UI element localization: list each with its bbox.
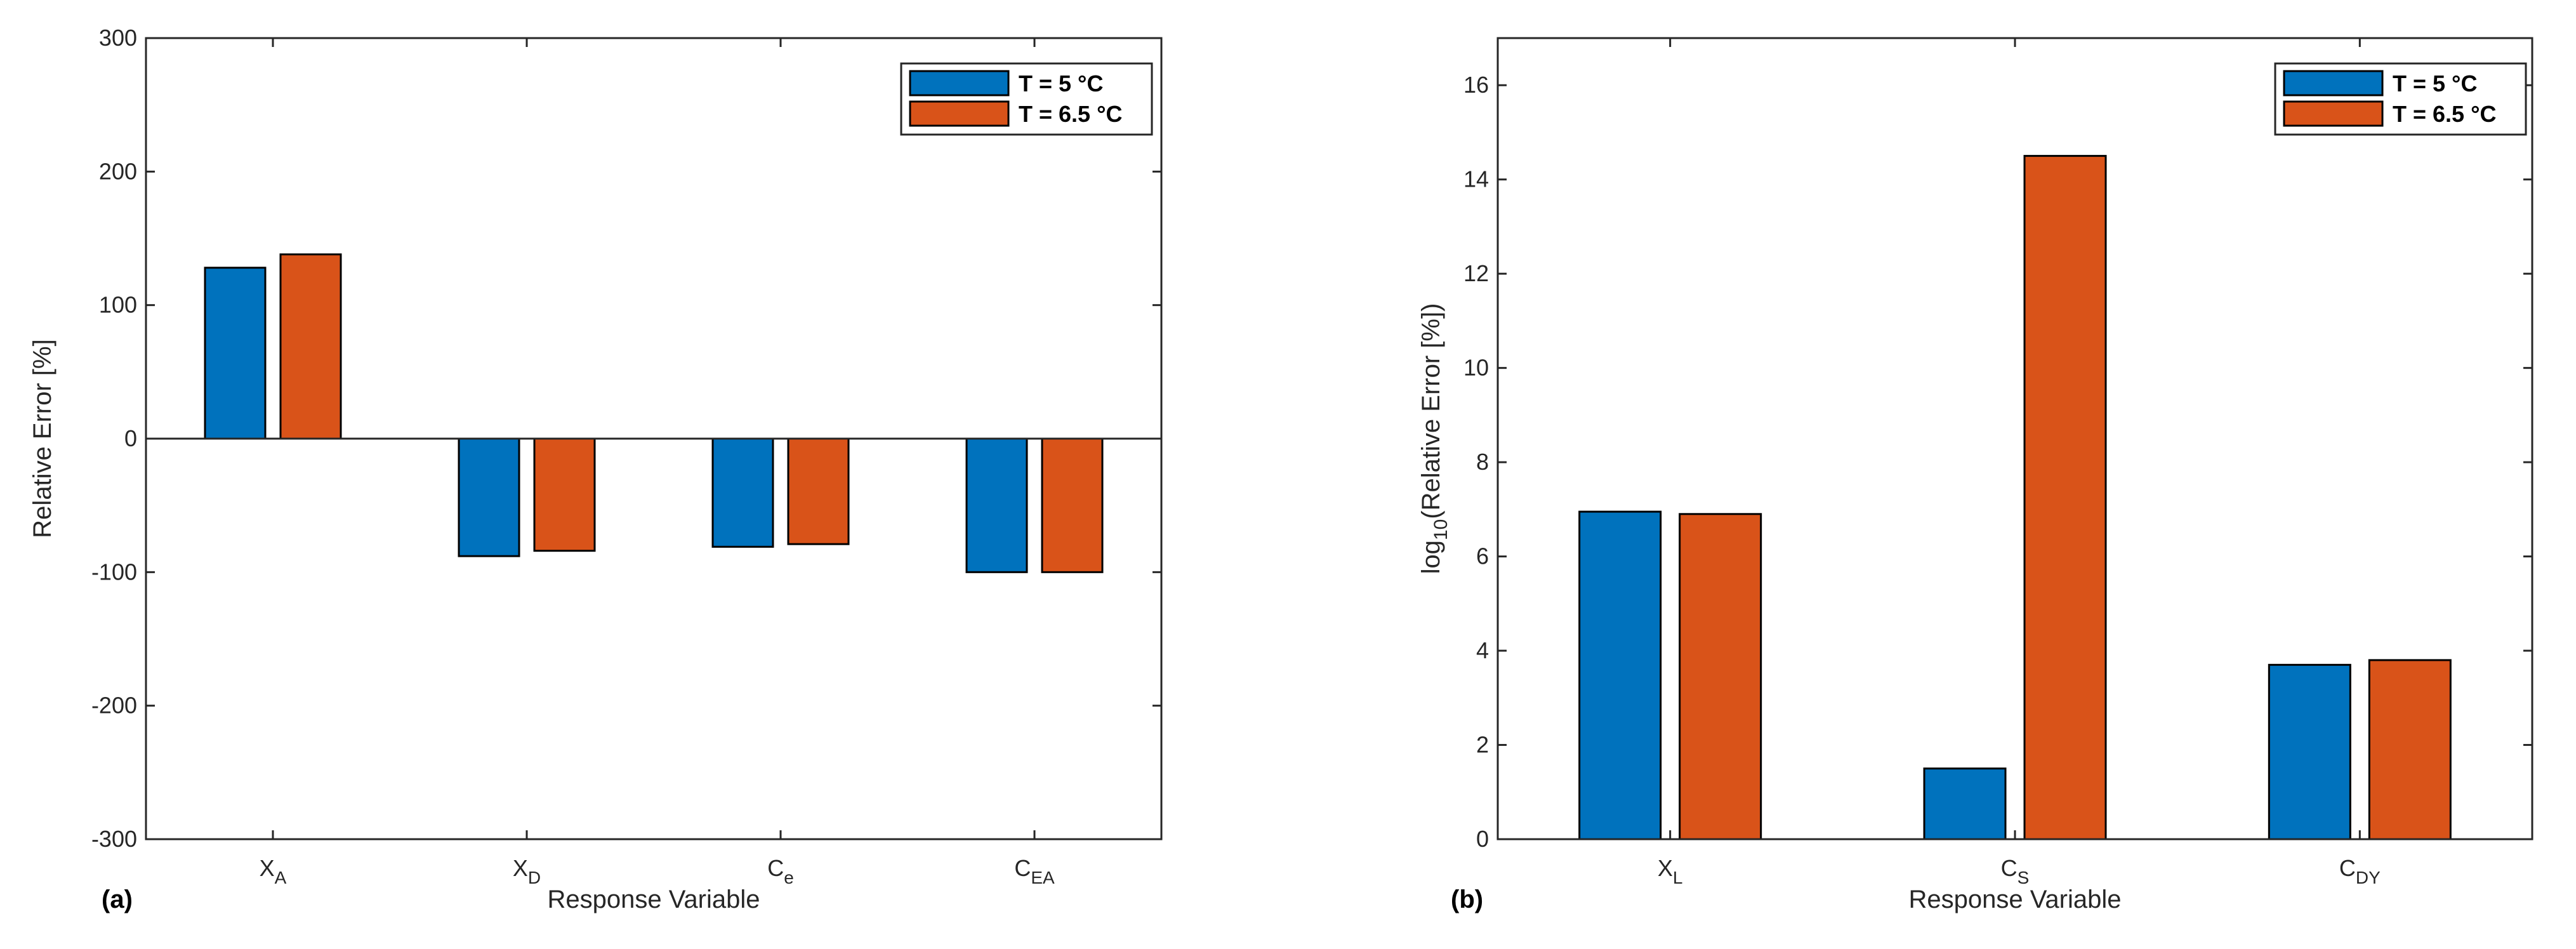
legend-swatch-b-1 xyxy=(2283,70,2384,96)
bar-a-1-4 xyxy=(965,437,1028,573)
chart-panel-b: 0 2 4 6 8 10 12 14 16 XL CS CDY log10(Relative Err… xyxy=(1417,37,2533,913)
x-tick-label-b-2: CDY xyxy=(2339,855,2381,887)
bar-a-1-1 xyxy=(204,267,267,440)
legend-swatch-a-2 xyxy=(909,100,1010,127)
bar-a-1-3 xyxy=(711,437,774,548)
y-tick-label-b-1: 2 xyxy=(1476,732,1489,758)
y-tick-label-a-1: -200 xyxy=(91,693,137,719)
y-tick-label-b-8: 16 xyxy=(1463,72,1489,98)
bar-b-1-1 xyxy=(1578,510,1662,840)
legend-label-b-2: T = 6.5 °C xyxy=(2393,101,2496,127)
y-tick-label-b-7: 14 xyxy=(1463,166,1489,192)
x-tick-label-a-2: Ce xyxy=(767,855,794,887)
x-axis-label-panel-a: Response Variable xyxy=(547,886,760,913)
x-tick-label-a-3: CEA xyxy=(1014,855,1055,887)
y-ticks-panel-a: -300 -200 -100 0 100 200 300 xyxy=(91,25,1161,852)
y-tick-label-a-6: 300 xyxy=(99,25,137,51)
y-tick-label-b-2: 4 xyxy=(1476,637,1489,663)
x-ticks-panel-b: XL CS CDY xyxy=(1658,38,2381,887)
legend-swatch-b-2 xyxy=(2283,100,2384,127)
y-tick-label-b-6: 12 xyxy=(1463,260,1489,286)
y-tick-label-a-0: -300 xyxy=(91,826,137,852)
x-tick-label-b-1: CS xyxy=(2001,855,2030,887)
legend-swatch-a-1 xyxy=(909,70,1010,96)
bar-b-1-3 xyxy=(2268,663,2351,840)
bar-b-2-2 xyxy=(2023,155,2107,840)
y-axis-label-panel-a: Relative Error [%] xyxy=(29,339,56,538)
y-tick-label-a-2: -100 xyxy=(91,559,137,585)
y-tick-label-a-5: 200 xyxy=(99,158,137,184)
y-tick-label-b-5: 10 xyxy=(1463,355,1489,381)
legend-label-a-2: T = 6.5 °C xyxy=(1019,101,1122,127)
y-tick-label-b-3: 6 xyxy=(1476,543,1489,569)
legend-panel-a: T = 5 °C T = 6.5 °C xyxy=(900,62,1153,136)
x-ticks-panel-a: XA XD Ce CEA xyxy=(260,38,1055,887)
panel-label-a: (a) xyxy=(102,886,133,913)
panel-label-b: (b) xyxy=(1451,886,1483,913)
x-tick-label-a-0: XA xyxy=(260,855,287,887)
y-tick-label-a-4: 100 xyxy=(99,292,137,318)
x-tick-label-a-1: XD xyxy=(513,855,541,887)
bar-b-2-3 xyxy=(2368,659,2452,840)
bars-panel-b xyxy=(1578,155,2452,840)
bar-a-2-2 xyxy=(533,437,596,552)
legend-label-a-1: T = 5 °C xyxy=(1019,70,1103,96)
y-ticks-panel-b: 0 2 4 6 8 10 12 14 16 xyxy=(1463,72,2532,852)
bar-a-2-3 xyxy=(787,437,850,545)
x-tick-label-b-0: XL xyxy=(1658,855,1683,887)
y-axis-label-panel-b: log10(Relative Error [%]) xyxy=(1417,303,1451,574)
legend-label-b-1: T = 5 °C xyxy=(2393,70,2477,96)
bar-a-2-4 xyxy=(1041,437,1104,573)
y-tick-label-b-0: 0 xyxy=(1476,826,1489,852)
legend-panel-b: T = 5 °C T = 6.5 °C xyxy=(2274,62,2527,136)
bar-a-1-2 xyxy=(458,437,520,557)
chart-panel-a: -300 -200 -100 0 100 200 300 XA XD Ce CEA Relativ… xyxy=(29,25,1163,913)
bar-b-1-2 xyxy=(1923,767,2007,840)
x-axis-label-panel-b: Response Variable xyxy=(1908,886,2121,913)
y-tick-label-b-4: 8 xyxy=(1476,449,1489,475)
y-tick-label-a-3: 0 xyxy=(124,425,137,451)
bar-b-2-1 xyxy=(1679,513,1762,840)
bar-a-2-1 xyxy=(279,253,342,440)
